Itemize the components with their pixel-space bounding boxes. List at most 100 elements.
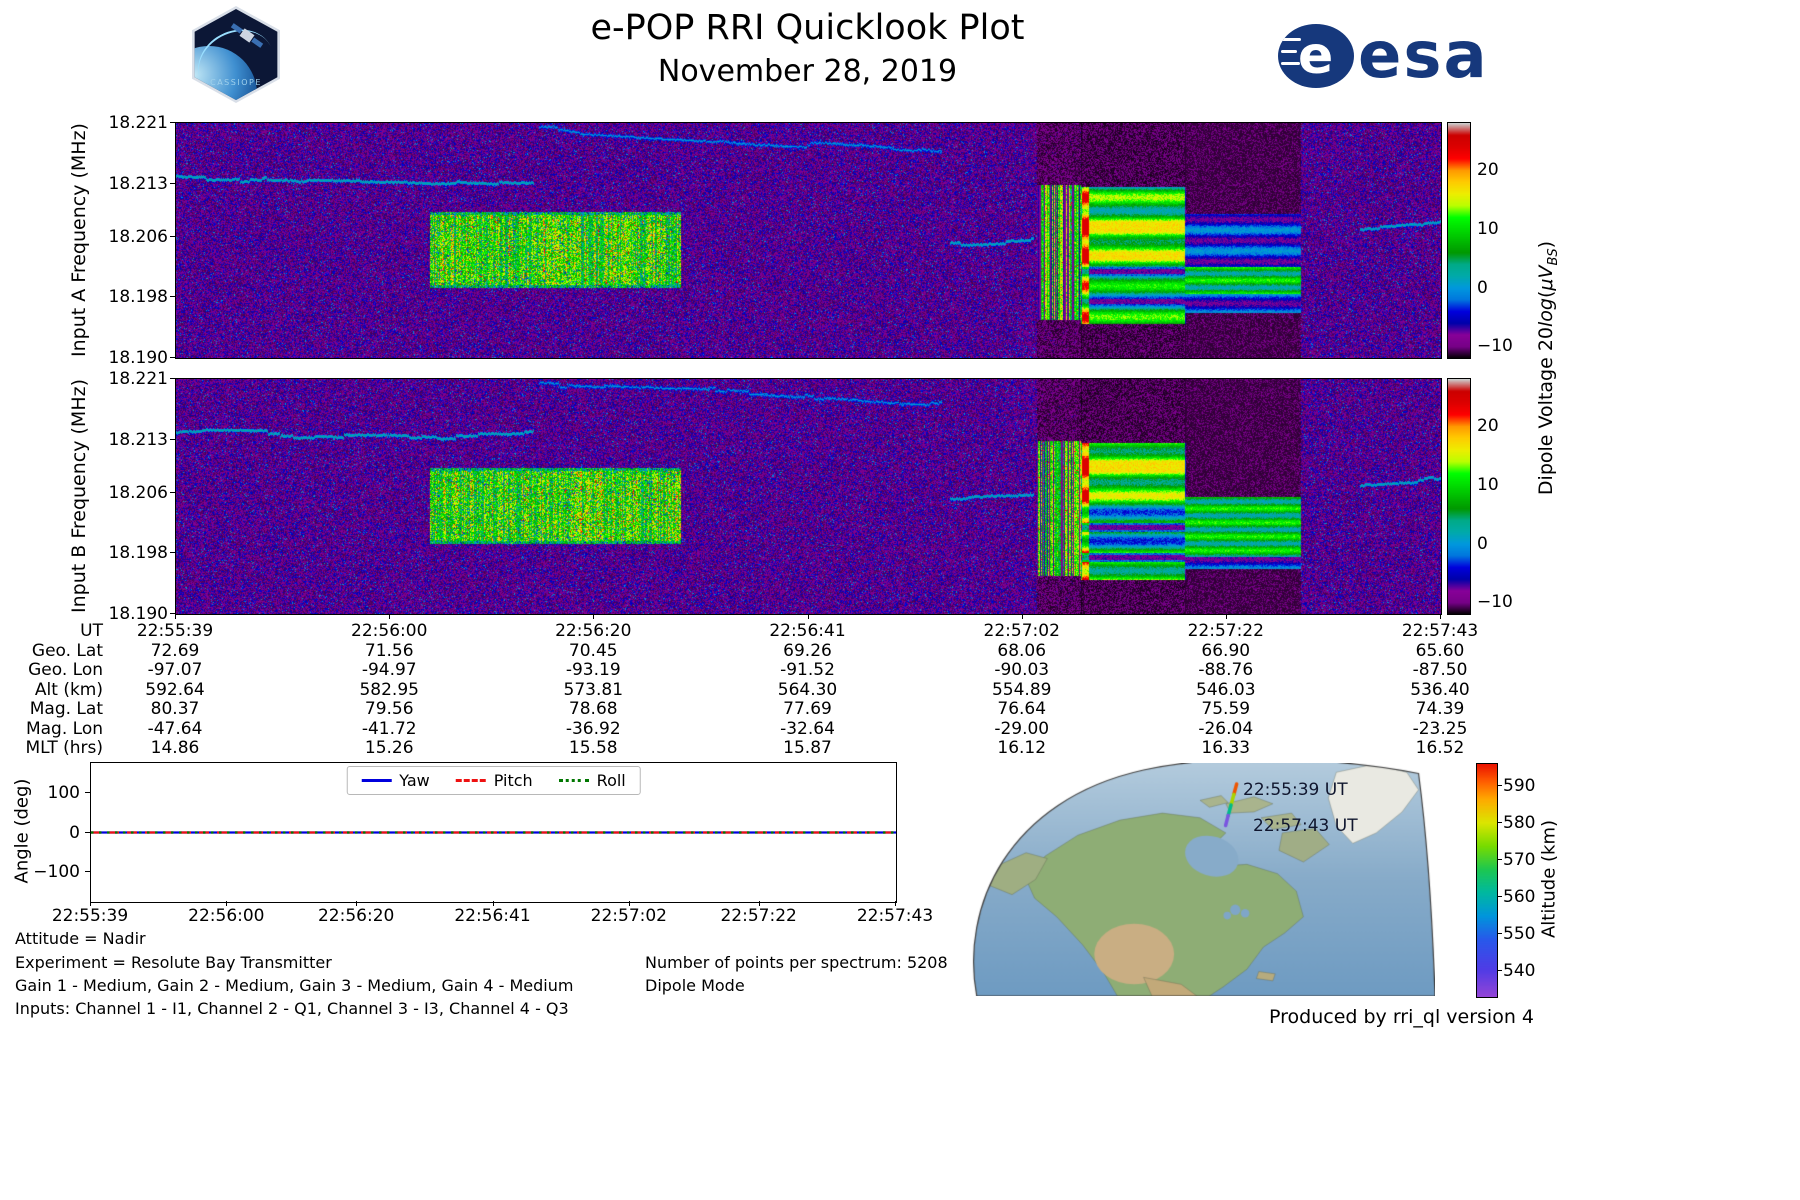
alt-tick-mark (1497, 970, 1502, 972)
alt-tick-mark (1497, 859, 1502, 861)
ephemeris-value: -87.50 (1412, 660, 1468, 680)
ephemeris-value: 65.60 (1415, 640, 1465, 661)
y-tick-mark (170, 357, 175, 358)
freq-tick-label: 18.206 (108, 482, 168, 503)
colorbar-label-prefix: Dipole Voltage 20 (1535, 326, 1558, 496)
ephemeris-row-label: Mag. Lon (25, 718, 103, 739)
ephemeris-value: 72.69 (150, 640, 200, 661)
ephemeris-value: 68.06 (997, 640, 1047, 661)
ephemeris-value: 22:57:22 (1187, 621, 1264, 641)
freq-tick-label: 18.198 (108, 287, 168, 308)
altitude-tick-label: 550 (1503, 924, 1536, 945)
ephemeris-value: 66.90 (1201, 640, 1251, 661)
input-b-axis-label: Input B Frequency (MHz) (68, 379, 90, 613)
x-tick-mark (226, 901, 228, 906)
ephemeris-row-label: Mag. Lat (29, 699, 103, 719)
angle-x-tick-label: 22:56:41 (454, 906, 531, 926)
ephemeris-value: 582.95 (359, 679, 419, 700)
ephemeris-value: 15.58 (568, 738, 618, 758)
ephemeris-value: -47.64 (147, 718, 203, 739)
ephemeris-row-ut: UT 22:55:39 22:56:00 22:56:20 22:56:41 22:57:… (0, 621, 1600, 641)
ephemeris-value: 564.30 (777, 679, 838, 700)
ephemeris-value: 22:57:43 (1401, 621, 1479, 641)
ephemeris-value: 71.56 (364, 640, 414, 661)
y-tick-mark (170, 613, 175, 614)
x-tick-mark (389, 614, 391, 619)
ephemeris-value: 15.87 (783, 738, 832, 758)
ephemeris-value: -32.64 (780, 718, 835, 739)
colorbar-label-open: ( (1535, 290, 1558, 299)
x-tick-mark (807, 614, 809, 619)
legend-line-sample-solid (361, 779, 392, 782)
page-subtitle: November 28, 2019 (657, 54, 958, 89)
freq-tick-label: 18.190 (108, 348, 168, 368)
ephemeris-value: -36.92 (565, 718, 621, 739)
ephemeris-value: -23.25 (1412, 718, 1468, 739)
angle-x-tick-label: 22:56:20 (317, 906, 395, 926)
ephemeris-value: 78.68 (568, 699, 618, 719)
ephemeris-value: 70.45 (568, 640, 618, 661)
ephemeris-value: -26.04 (1198, 718, 1254, 739)
y-tick-mark (170, 438, 175, 440)
angle-plot-legend: Yaw Pitch Roll (346, 766, 641, 795)
ephemeris-value: -88.76 (1198, 660, 1254, 680)
ephemeris-value: -94.97 (361, 660, 417, 680)
y-tick-mark (85, 792, 90, 794)
ephemeris-row-geo-lat: Geo. Lat 72.69 71.56 70.45 69.26 68.06 66.90 65… (0, 641, 1600, 661)
angle-y-tick-label: 100 (47, 783, 80, 804)
ephemeris-row-label: Geo. Lon (28, 660, 103, 680)
ephemeris-value: 77.69 (783, 699, 832, 719)
alt-tick-mark (1497, 896, 1502, 898)
legend-label: Roll (596, 771, 626, 790)
angle-lines (91, 831, 896, 834)
ephemeris-value: 16.33 (1201, 738, 1251, 758)
legend-item-yaw: Yaw (361, 771, 430, 790)
annotation-attitude: Attitude = Nadir (15, 929, 146, 948)
freq-tick-label: 18.190 (108, 604, 168, 624)
patch-mission-name: CASSIOPE (210, 78, 262, 87)
ephemeris-value: 22:55:39 (136, 621, 214, 641)
y-tick-mark (85, 831, 90, 833)
colorbar-tick-label: 0 (1477, 277, 1488, 298)
annotation-dipole-mode: Dipole Mode (645, 976, 745, 995)
ephemeris-value: 79.56 (364, 699, 414, 719)
x-tick-mark (356, 901, 358, 906)
ephemeris-value: 22:57:02 (983, 621, 1060, 641)
ephemeris-row-label: Alt (km) (34, 679, 103, 700)
x-tick-mark (593, 614, 595, 619)
altitude-colorbar (1476, 763, 1498, 998)
ephemeris-row-geo-lon: Geo. Lon -97.07 -94.97 -93.19 -91.52 -90.03 -8… (0, 660, 1600, 680)
esa-wordmark: esa (1358, 19, 1489, 93)
y-tick-mark (170, 235, 175, 237)
ephemeris-row-alt-km-: Alt (km) 592.64 582.95 573.81 564.30 554.89 54… (0, 680, 1600, 700)
legend-label: Pitch (493, 771, 533, 790)
ephemeris-value: -97.07 (147, 660, 203, 680)
legend-item-pitch: Pitch (455, 771, 533, 790)
angle-x-tick-label: 22:56:00 (188, 906, 265, 926)
ephemeris-row-label: UT (80, 621, 103, 641)
cassiope-mission-patch: CASSIOPE (186, 6, 286, 103)
y-tick-mark (170, 296, 175, 298)
x-tick-mark (758, 901, 760, 906)
freq-tick-label: 18.206 (108, 226, 168, 247)
x-tick-mark (175, 614, 176, 619)
ephemeris-value: 76.64 (997, 699, 1047, 719)
ephemeris-value: 573.81 (563, 679, 624, 700)
esa-globe-icon: e (1278, 24, 1354, 88)
ephemeris-value: 69.26 (783, 640, 832, 661)
legend-line-sample-dashed (455, 779, 486, 782)
track-end-time-label: 22:57:43 UT (1253, 816, 1358, 836)
colorbar-tick-label: −10 (1477, 592, 1513, 613)
ephemeris-value: -29.00 (994, 718, 1050, 739)
ephemeris-value: -93.19 (565, 660, 621, 680)
annotation-inputs: Inputs: Channel 1 - I1, Channel 2 - Q1, … (15, 999, 569, 1018)
altitude-tick-label: 560 (1503, 887, 1536, 908)
ephemeris-row-mag-lon: Mag. Lon -47.64 -41.72 -36.92 -32.64 -29.00 -2… (0, 719, 1600, 739)
ephemeris-value: 22:56:41 (769, 621, 846, 641)
annotation-points-per-spectrum: Number of points per spectrum: 5208 (645, 953, 948, 972)
ephemeris-value: 16.12 (997, 738, 1047, 758)
x-tick-mark (1021, 614, 1023, 619)
y-tick-mark (170, 491, 175, 493)
input-a-axis-label: Input A Frequency (MHz) (68, 123, 90, 357)
